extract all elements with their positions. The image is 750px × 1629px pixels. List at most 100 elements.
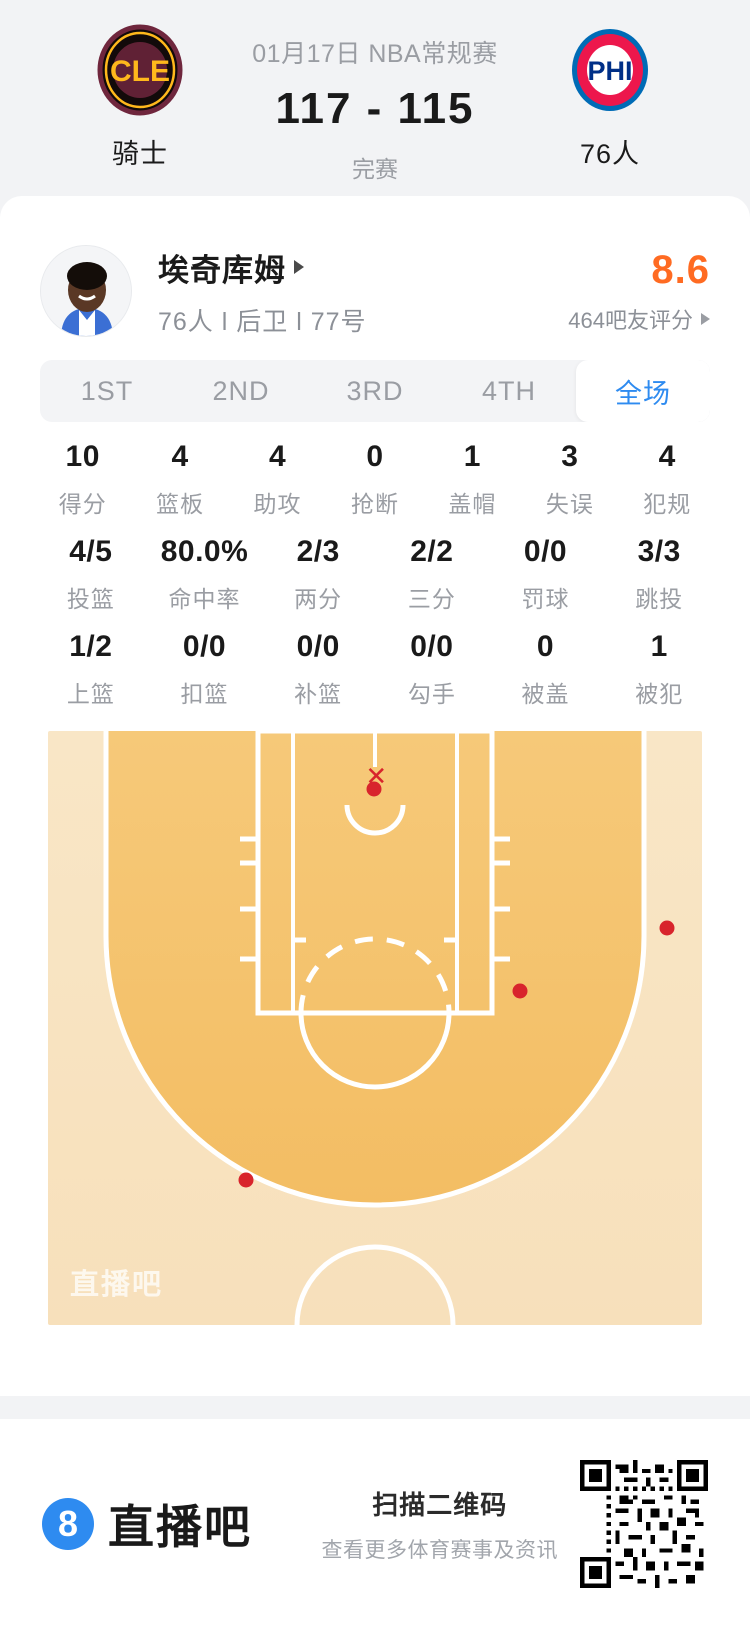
shot-marker-made[interactable] [659,920,675,936]
tab-full-game[interactable]: 全场 [576,360,710,422]
stat-fouled: 1 被犯 [602,630,716,709]
tab-3rd[interactable]: 3RD [346,375,404,406]
stat-label: 上篮 [66,681,115,707]
stat-hook: 0/0 勾手 [375,630,489,709]
score-center: 01月17日 NBA常规赛 117 - 115 完赛 [240,22,510,184]
qr-text-block: 扫描二维码 查看更多体育赛事及资讯 [322,1485,559,1564]
stat-label: 勾手 [407,681,456,707]
stat-label: 补篮 [294,681,343,707]
stat-fieldgoals: 4/5 投篮 [34,535,148,614]
stat-freethrow: 0/0 罚球 [489,535,603,614]
app-footer: 8 直播吧 扫描二维码 查看更多体育赛事及资讯 [0,1419,750,1629]
svg-text:CLE: CLE [110,55,170,88]
stat-fouls: 4 犯规 [619,440,716,519]
stat-value: 0/0 [182,630,227,663]
player-card: 埃奇库姆 76人 l 后卫 l 77号 8.6 464吧友评分 1ST 2ND … [0,196,750,1396]
svg-text:PHI: PHI [587,56,632,86]
away-team-logo: PHI [562,22,658,118]
period-tabs-wrap: 1ST 2ND 3RD 4TH 全场 [0,346,750,422]
home-team[interactable]: CLE 骑士 [40,22,240,171]
stat-value: 0/0 [296,630,340,663]
stat-value: 0/0 [523,535,568,568]
stat-label: 跳投 [635,586,684,612]
stat-turnovers: 3 失误 [521,440,618,519]
stat-label: 失误 [545,491,594,517]
stat-row-2: 4/5 投篮 80.0% 命中率 2/3 两分 2/2 三分 0/0 罚球 [34,535,716,614]
away-team[interactable]: PHI 76人 [510,22,710,171]
match-status: 完赛 [352,156,398,182]
stat-label: 抢断 [350,491,399,517]
qr-code-icon[interactable] [580,1460,708,1588]
brand-badge-icon: 8 [42,1498,94,1550]
tab-2nd[interactable]: 2ND [212,375,270,406]
shot-chart-wrap: ✕ 直播吧 [0,731,750,1325]
qr-subtitle: 查看更多体育赛事及资讯 [321,1538,558,1562]
stat-twopoint: 2/3 两分 [261,535,375,614]
stat-blocks: 1 盖帽 [424,440,521,519]
stat-steals: 0 抢断 [326,440,423,519]
period-tabs: 1ST 2ND 3RD 4TH 全场 [40,360,710,422]
stat-layup: 1/2 上篮 [34,630,148,709]
stat-label: 三分 [407,586,456,612]
match-title: 01月17日 NBA常规赛 [252,40,498,68]
tab-1st[interactable]: 1ST [80,375,134,406]
stat-value: 10 [65,440,100,473]
stat-label: 犯规 [643,491,692,517]
stat-value: 4/5 [69,535,113,568]
stat-dunk: 0/0 扣篮 [148,630,262,709]
stat-label: 盖帽 [448,491,497,517]
tab-4th[interactable]: 4TH [481,375,536,406]
stat-blocked: 0 被盖 [489,630,603,709]
shot-marker-made[interactable] [366,781,382,797]
stat-points: 10 得分 [34,440,131,519]
stat-threepoint: 2/2 三分 [375,535,489,614]
stat-value: 3 [561,440,579,473]
scoreboard-header: CLE 骑士 01月17日 NBA常规赛 117 - 115 完赛 PHI 76… [0,0,750,196]
shot-marker-made[interactable] [238,1172,254,1188]
stat-label: 被盖 [521,681,570,707]
shot-chart-court[interactable]: ✕ 直播吧 [48,731,702,1325]
away-team-name: 76人 [579,139,641,169]
stat-label: 被犯 [635,681,684,707]
stat-value: 1 [463,440,481,473]
stat-label: 助攻 [253,491,302,517]
rating-sub-line: 464吧友评分 [568,303,710,335]
score-value: 117 - 115 [275,84,475,133]
stat-value: 4 [658,440,676,473]
stat-value: 4 [268,440,287,473]
stat-assists: 4 助攻 [229,440,326,519]
shot-marker-made[interactable] [512,983,528,999]
stat-value: 2/3 [296,535,340,568]
player-rating-block[interactable]: 8.6 464吧友评分 [568,248,710,335]
stat-value: 80.0% [160,535,249,568]
stat-rebounds: 4 篮板 [131,440,228,519]
qr-title: 扫描二维码 [372,1489,508,1520]
player-name-line[interactable]: 埃奇库姆 [158,245,568,290]
stat-label: 扣篮 [180,681,229,707]
stat-label: 命中率 [168,586,241,612]
stats-grid: 10 得分 4 篮板 4 助攻 0 抢断 1 盖帽 [0,422,750,709]
chevron-right-small-icon [701,312,710,325]
player-summary-row: 埃奇库姆 76人 l 后卫 l 77号 8.6 464吧友评分 [0,196,750,346]
home-team-logo: CLE [92,22,188,118]
court-diagram [48,731,702,1325]
stat-value: 3/3 [637,535,681,568]
brand-logo: 8 直播吧 [42,1491,252,1557]
player-name: 埃奇库姆 [158,252,286,288]
stat-label: 两分 [294,586,343,612]
rating-label: 464吧友评分 [568,307,693,333]
stat-row-3: 1/2 上篮 0/0 扣篮 0/0 补篮 0/0 勾手 0 被盖 [34,630,716,709]
stat-label: 罚球 [521,586,570,612]
home-team-name: 骑士 [112,139,168,169]
player-meta: 埃奇库姆 76人 l 后卫 l 77号 [158,245,568,338]
stat-value: 4 [171,440,189,473]
stat-value: 1/2 [69,630,113,663]
chevron-right-icon [294,260,304,274]
stat-value: 2/2 [410,535,454,568]
stat-value: 0/0 [410,630,454,663]
stat-value: 0 [366,440,384,473]
stat-label: 篮板 [156,491,205,517]
stat-row-1: 10 得分 4 篮板 4 助攻 0 抢断 1 盖帽 [34,440,716,519]
stat-label: 得分 [58,491,107,517]
stat-fgpercent: 80.0% 命中率 [148,535,262,614]
